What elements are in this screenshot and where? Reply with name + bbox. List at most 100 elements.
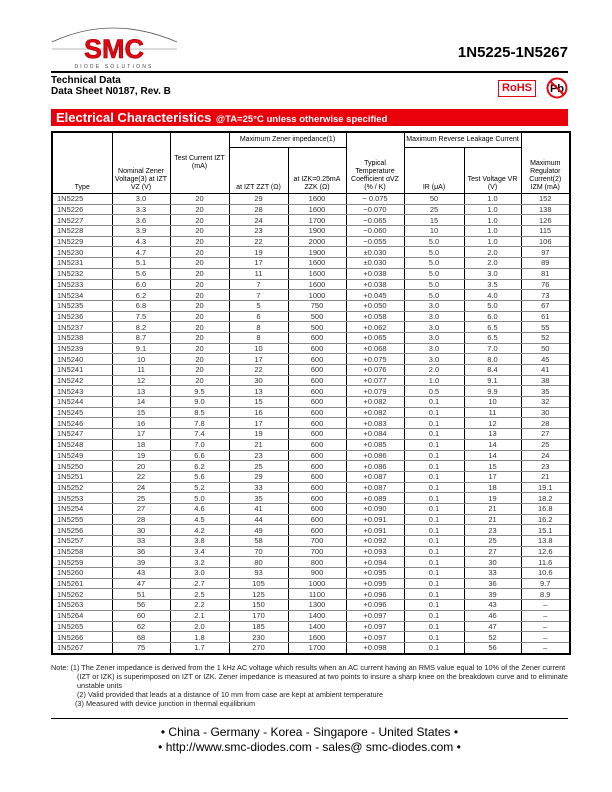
cell-zzk: 1400 [287,610,347,622]
cell-type: 1N5244 [51,396,113,408]
cell-temp-coefficient: +0.095 [345,567,405,579]
cell-temp-coefficient: +0.096 [345,599,405,611]
cell-izt: 20 [169,204,230,216]
cell-izm: – [520,621,571,633]
table-row: 1N5250 20 6.2 25 600 +0.086 0.1 15 23 [51,460,571,472]
table-row: 1N5249 19 6.6 23 600 +0.086 0.1 14 24 [51,450,571,462]
note-3: (3) Measured with device junction in the… [75,698,256,708]
cell-vr: 52 [463,631,522,643]
cell-izm: 27 [520,428,571,440]
electrical-characteristics-table: Type Nominal Zener Voltage(3) at IZT VZ … [51,131,571,655]
table-row: 1N5244 14 9.0 15 600 +0.082 0.1 10 32 [51,396,571,408]
cell-temp-coefficient: +0.083 [345,417,405,430]
cell-ir: 25 [403,204,465,216]
cell-type: 1N5251 [51,471,113,483]
cell-izt: 3.0 [169,567,230,579]
cell-zzt: 23 [228,450,289,462]
cell-vr: 5.0 [463,300,522,312]
cell-ir: 3.0 [403,300,465,312]
cell-izm: 16.2 [520,514,571,526]
cell-ir: 10 [403,225,465,237]
cell-zzt: 19 [228,428,289,440]
cell-temp-coefficient: +0.089 [345,492,405,504]
technical-data-label: Technical Data [51,75,121,86]
cell-vz: 20 [111,460,171,472]
cell-izm: 55 [520,321,571,333]
cell-vr: 17 [463,471,522,483]
cell-ir: 50 [403,193,465,205]
cell-vz: 5.1 [111,257,171,269]
cell-izm: 38 [520,375,571,387]
table-row: 1N5246 16 7.8 17 600 +0.083 0.1 12 28 [51,417,571,430]
cell-izt: 2.1 [169,610,230,622]
cell-vr: 6.5 [463,321,522,333]
table-row: 1N5254 27 4.6 41 600 +0.090 0.1 21 16.8 [51,503,571,515]
cell-vz: 6.0 [111,279,171,291]
cell-zzt: 30 [228,375,289,387]
cell-zzk: 1900 [287,225,347,237]
cell-izt: 8.5 [169,407,230,419]
table-row: 1N5243 13 9.5 13 600 +0.079 0.5 9.9 35 [51,385,571,398]
cell-temp-coefficient: +0.097 [345,631,405,643]
cell-izm: 67 [520,300,571,312]
table-row: 1N5252 24 5.2 33 600 +0.087 0.1 18 19.1 [51,482,571,494]
cell-ir: 0.1 [403,460,465,472]
cell-zzt: 230 [228,631,289,643]
cell-izm: 115 [520,225,571,237]
cell-zzt: 105 [228,578,289,590]
table-row: 1N5228 3.9 20 23 1900 −0.060 10 1.0 115 [51,225,571,237]
cell-zzk: 600 [287,375,347,387]
cell-temp-coefficient: +0.076 [345,364,405,376]
cell-type: 1N5257 [51,535,113,547]
cell-vz: 22 [111,471,171,483]
cell-vz: 43 [111,567,171,579]
cell-vz: 3.3 [111,204,171,216]
cell-izm: 23 [520,460,571,472]
cell-vr: 33 [463,567,522,579]
cell-vr: 56 [463,642,522,655]
cell-izm: 21 [520,471,571,483]
datasheet-number: Data Sheet N0187, Rev. B [51,86,171,97]
cell-ir: 0.1 [403,567,465,579]
cell-vz: 60 [111,610,171,622]
cell-vr: 4.0 [463,289,522,301]
cell-zzk: 1600 [287,204,347,216]
cell-type: 1N5262 [51,588,113,601]
cell-vz: 14 [111,396,171,408]
cell-izt: 20 [169,225,230,237]
cell-izm: – [520,599,571,611]
cell-izm: – [520,631,571,643]
cell-izm: 126 [520,214,571,227]
cell-ir: 15 [403,214,465,227]
cell-vr: 1.0 [463,236,522,248]
cell-type: 1N5249 [51,450,113,462]
svg-text:DIODE SOLUTIONS: DIODE SOLUTIONS [74,64,153,70]
cell-izt: 20 [169,246,230,259]
cell-izt: 2.7 [169,578,230,590]
cell-izt: 5.0 [169,492,230,504]
cell-izt: 20 [169,321,230,333]
footer-contact[interactable]: • http://www.smc-diodes.com - sales@ smc… [158,739,461,754]
cell-izt: 20 [169,353,230,365]
cell-zzk: 600 [287,407,347,419]
table-row: 1N5240 10 20 17 600 +0.075 3.0 8.0 45 [51,353,571,365]
cell-vr: 46 [463,610,522,622]
cell-type: 1N5247 [51,428,113,440]
cell-ir: 3.0 [403,321,465,333]
cell-temp-coefficient: ±0.030 [345,257,405,269]
cell-vz: 6.2 [111,289,171,301]
cell-ir: 3.0 [403,343,465,355]
table-row: 1N5241 11 20 22 600 +0.076 2.0 8.4 41 [51,364,571,376]
cell-zzt: 7 [228,289,289,301]
cell-izm: 61 [520,311,571,323]
cell-zzk: 500 [287,311,347,323]
cell-vz: 17 [111,428,171,440]
table-row: 1N5253 25 5.0 35 600 +0.089 0.1 19 18.2 [51,492,571,504]
cell-ir: 3.0 [403,311,465,323]
cell-vr: 9.9 [463,385,522,398]
cell-izt: 20 [169,257,230,269]
cell-vz: 56 [111,599,171,611]
cell-type: 1N5231 [51,257,113,269]
cell-zzt: 33 [228,482,289,494]
cell-zzk: 1600 [287,257,347,269]
